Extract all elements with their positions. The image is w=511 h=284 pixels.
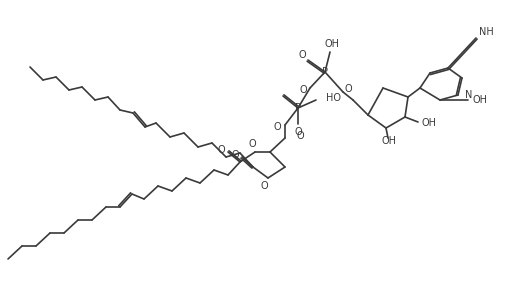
Text: O: O [260, 181, 268, 191]
Text: O: O [344, 84, 352, 94]
Text: O: O [294, 127, 302, 137]
Text: N: N [465, 90, 472, 100]
Text: O: O [248, 139, 256, 149]
Text: O: O [299, 85, 307, 95]
Text: OH: OH [324, 39, 339, 49]
Text: O: O [298, 50, 306, 60]
Text: O: O [217, 145, 225, 155]
Text: OH: OH [473, 95, 488, 105]
Text: P: P [322, 67, 328, 77]
Text: NH: NH [479, 27, 494, 37]
Text: O: O [296, 131, 304, 141]
Text: O: O [231, 150, 239, 160]
Text: OH: OH [382, 136, 397, 146]
Text: HO: HO [326, 93, 341, 103]
Text: OH: OH [422, 118, 437, 128]
Text: P: P [295, 103, 301, 113]
Text: O: O [273, 122, 281, 132]
